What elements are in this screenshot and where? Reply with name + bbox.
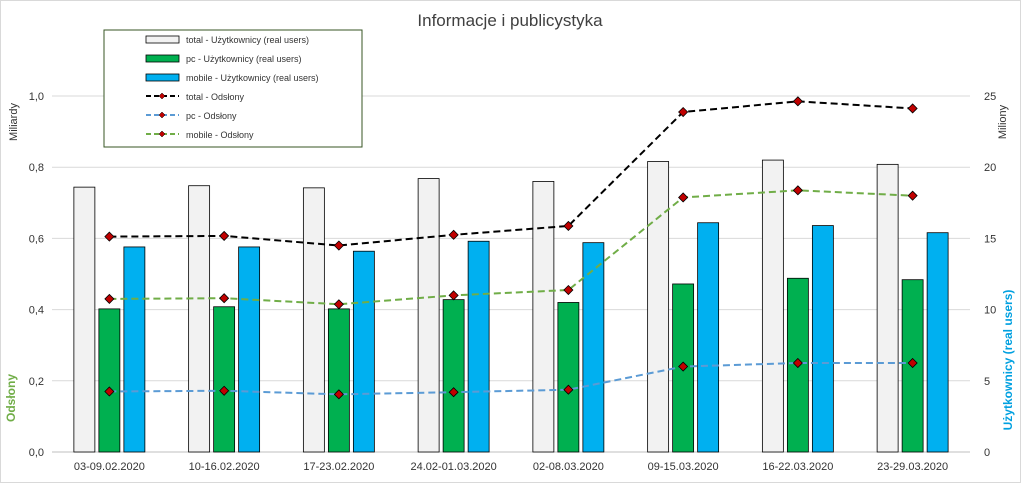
point-marker [907, 103, 918, 114]
right-tick-label: 5 [984, 376, 990, 388]
legend-marker [158, 130, 166, 138]
bar [73, 186, 96, 453]
bar [213, 306, 236, 453]
point-marker [219, 293, 230, 304]
left-tick-label: 0,0 [29, 447, 44, 459]
bar [647, 161, 670, 453]
bar [532, 181, 555, 453]
point-marker [907, 357, 918, 369]
legend-swatch [145, 73, 180, 82]
legend: total - Użytkownicy (real users) pc - Uży… [103, 29, 363, 148]
legend-label: pc - Odsłony [186, 111, 237, 121]
legend-marker [158, 111, 166, 119]
bar [302, 187, 325, 453]
point-marker [219, 385, 230, 396]
bar [582, 242, 605, 453]
bar [238, 246, 261, 453]
bar [188, 185, 211, 453]
legend-swatch [145, 35, 180, 44]
x-tick-label: 23-29.03.2020 [877, 461, 948, 473]
point-marker [678, 106, 689, 118]
bar [761, 159, 784, 453]
right-tick-label: 15 [984, 233, 996, 245]
legend-swatch [145, 54, 180, 63]
bar [811, 225, 834, 453]
bar [697, 222, 720, 453]
axes: 0,0 0,2 0,4 0,6 0,8 1,0 0 5 10 15 20 25 03-09.02.202… [29, 91, 997, 473]
x-tick-label: 03-09.02.2020 [74, 461, 145, 473]
point-marker [563, 220, 574, 232]
left-tick-label: 0,4 [29, 305, 44, 317]
point-marker [104, 231, 115, 242]
chart-title: Informacje i publicystyka [417, 11, 603, 30]
x-tick-label: 10-16.02.2020 [189, 461, 260, 473]
point-marker [792, 357, 803, 369]
x-tick-label: 02-08.03.2020 [533, 461, 604, 473]
bars [73, 159, 949, 453]
legend-label: mobile - Odsłony [186, 130, 254, 140]
point-marker [678, 192, 689, 203]
bar [123, 246, 146, 453]
legend-marker [158, 92, 166, 100]
right-tick-label: 20 [984, 162, 996, 174]
point-marker [333, 240, 344, 251]
bar [557, 302, 580, 453]
point-marker [448, 290, 459, 301]
point-marker [219, 230, 230, 241]
point-marker [907, 190, 918, 201]
bar [876, 163, 899, 453]
point-marker [448, 229, 459, 240]
left-tick-label: 0,2 [29, 376, 44, 388]
point-marker [678, 361, 689, 372]
bar [327, 308, 350, 453]
point-marker [792, 185, 803, 196]
point-marker [104, 293, 115, 304]
legend-label: mobile - Użytkownicy (real users) [186, 73, 319, 83]
point-marker [563, 284, 574, 296]
point-marker [563, 384, 574, 395]
series-line [109, 362, 913, 396]
bar [352, 250, 375, 453]
markers [104, 96, 918, 400]
right-unit-label: Miliony [997, 104, 1009, 139]
right-axis-title: Użytkownicy (real users) [1001, 290, 1015, 431]
left-tick-label: 0,6 [29, 233, 44, 245]
right-tick-label: 25 [984, 91, 996, 103]
series-line [109, 100, 913, 247]
series-line [109, 189, 913, 306]
left-tick-label: 1,0 [29, 91, 44, 103]
legend-label: pc - Użytkownicy (real users) [186, 54, 302, 64]
legend-label: total - Użytkownicy (real users) [186, 35, 309, 45]
left-unit-label: Miliardy [8, 103, 20, 141]
point-marker [104, 386, 115, 397]
bar [417, 178, 440, 453]
left-tick-label: 0,8 [29, 162, 44, 174]
lines [109, 100, 913, 396]
right-tick-label: 0 [984, 447, 990, 459]
point-marker [792, 96, 803, 107]
point-marker [448, 387, 459, 398]
point-marker [333, 389, 344, 400]
x-tick-label: 24.02-01.03.2020 [411, 461, 497, 473]
x-tick-label: 16-22.03.2020 [762, 461, 833, 473]
bar [98, 308, 121, 453]
x-tick-label: 09-15.03.2020 [648, 461, 719, 473]
bar [467, 240, 490, 453]
x-tick-label: 17-23.02.2020 [303, 461, 374, 473]
legend-label: total - Odsłony [186, 92, 245, 102]
right-tick-label: 10 [984, 305, 996, 317]
bar [442, 299, 465, 453]
bar [926, 232, 949, 453]
point-marker [333, 299, 344, 310]
left-axis-title: Odsłony [4, 374, 18, 422]
